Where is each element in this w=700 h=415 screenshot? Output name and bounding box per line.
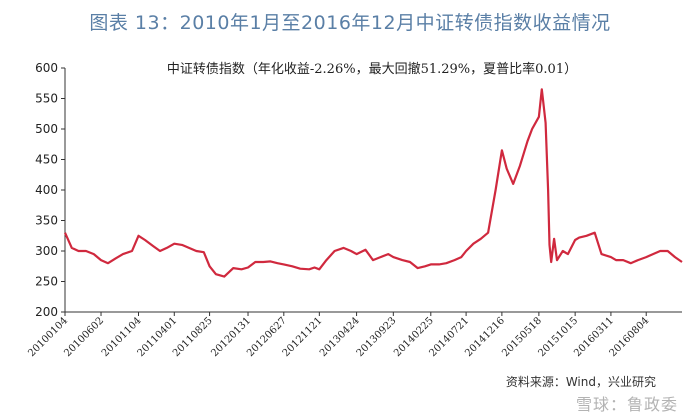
y-axis-ticks: 200 250 300 350 400 450 500 550 600 (35, 61, 65, 319)
y-tick-label: 500 (35, 122, 58, 136)
y-tick-label: 450 (35, 153, 58, 167)
watermark: 雪球：鲁政委 (575, 395, 678, 414)
x-axis-ticks: 2010010420100602201011042011040120110825… (26, 312, 651, 359)
series-line-csi-convertible-bond-index (63, 88, 683, 278)
y-tick-label: 350 (35, 214, 58, 228)
y-tick-label: 600 (35, 61, 58, 75)
y-tick-label: 400 (35, 183, 58, 197)
source-note: 资料来源：Wind，兴业研究 (505, 375, 656, 389)
figure-title: 图表 13：2010年1月至2016年12月中证转债指数收益情况 (89, 12, 611, 34)
x-tick-label: 20100602 (62, 315, 106, 359)
y-tick-label: 300 (35, 244, 58, 258)
y-tick-label: 200 (35, 305, 58, 319)
x-tick-label: 20130923 (355, 315, 399, 359)
y-tick-label: 550 (35, 92, 58, 106)
chart-title: 中证转债指数（年化收益-2.26%，最大回撤51.29%，夏普比率0.01） (167, 61, 577, 77)
y-tick-label: 250 (35, 275, 58, 289)
